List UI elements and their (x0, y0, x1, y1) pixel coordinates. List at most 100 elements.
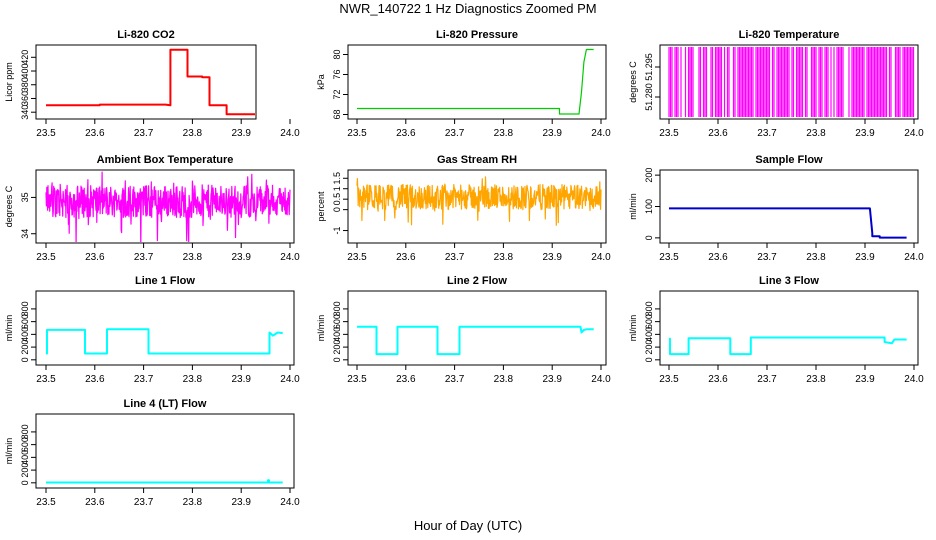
x-tick-label: 23.7 (134, 374, 154, 385)
y-tick-label: 400 (20, 64, 30, 79)
x-axis-label: Hour of Day (UTC) (413, 518, 523, 533)
x-tick-label: 24.0 (280, 497, 300, 508)
panel-title: Line 4 (LT) Flow (124, 398, 207, 410)
panel-title: Li-820 Pressure (436, 29, 518, 41)
panel-frame (347, 290, 607, 366)
x-tick-label: 23.6 (396, 252, 416, 263)
y-tick-label: 200 (644, 340, 654, 355)
x-tick-label: 24.0 (904, 252, 924, 263)
y-tick-label: 0 (332, 357, 342, 362)
y-tick-label: 100 (644, 199, 654, 214)
x-tick-label: 24.0 (280, 374, 300, 385)
panel-4: Ambient Box Temperature degrees C 23.5 23.6… (4, 154, 300, 263)
plot-area (46, 479, 283, 484)
y-tick-label: 72 (332, 89, 342, 99)
y-tick-label: 200 (332, 340, 342, 355)
x-tick-label: 23.6 (85, 252, 105, 263)
plot-area (669, 207, 907, 239)
y-tick-label: 0 (332, 207, 342, 212)
x-tick-label: 24.0 (591, 128, 611, 139)
y-tick-label: 400 (20, 327, 30, 342)
y-axis-label: degrees C (4, 185, 14, 227)
x-tick-label: 23.6 (708, 374, 728, 385)
panel-title: Gas Stream RH (437, 154, 517, 166)
panel-frame (347, 44, 607, 120)
x-tick-label: 23.7 (757, 128, 777, 139)
x-tick-label: 23.9 (542, 128, 562, 139)
x-tick-label: 23.5 (347, 252, 367, 263)
y-tick-label: 600 (20, 314, 30, 329)
series-line (357, 48, 594, 115)
panel-frame (35, 44, 257, 120)
x-tick-label: 23.9 (855, 128, 875, 139)
y-tick-label: 420 (20, 50, 30, 65)
x-tick-label: 23.9 (542, 374, 562, 385)
panel-6: Sample Flow ml/min 23.5 23.6 23.7 23.8 23.9 24.… (628, 154, 924, 263)
y-tick-label: 0 (20, 480, 30, 485)
x-tick-label: 23.6 (396, 128, 416, 139)
y-tick-label: 200 (20, 463, 30, 478)
x-tick-label: 23.5 (659, 128, 679, 139)
panel-8: Line 2 Flow ml/min 23.5 23.6 23.7 23.8 23.9 24.… (316, 275, 611, 385)
y-tick-label: -1 (332, 227, 342, 235)
x-tick-label: 24.0 (591, 374, 611, 385)
panel-7: Line 1 Flow ml/min 23.5 23.6 23.7 23.8 23.9 24.… (4, 275, 300, 385)
x-tick-label: 23.9 (542, 252, 562, 263)
series-line (46, 48, 255, 116)
series-line (45, 171, 291, 242)
x-tick-label: 23.6 (85, 128, 105, 139)
y-tick-label: 51.280 (644, 83, 654, 111)
panel-2: Li-820 Pressure kPa 23.5 23.6 23.7 23.8 23.9 24… (316, 29, 611, 139)
x-tick-label: 23.5 (347, 374, 367, 385)
x-tick-label: 23.6 (708, 128, 728, 139)
x-tick-label: 23.9 (231, 252, 251, 263)
y-tick-label: 1.5 (332, 172, 342, 185)
x-tick-label: 23.8 (183, 374, 203, 385)
x-tick-label: 23.7 (445, 128, 465, 139)
series-line (669, 336, 907, 356)
panel-title: Line 2 Flow (447, 275, 507, 287)
x-tick-label: 23.7 (445, 374, 465, 385)
x-tick-label: 23.8 (806, 374, 826, 385)
x-tick-label: 23.6 (708, 252, 728, 263)
y-tick-label: 0 (20, 357, 30, 362)
panel-5: Gas Stream RH percent 23.5 23.6 23.7 23.8 23.9… (316, 154, 611, 263)
panel-frame (347, 169, 607, 244)
figure-title: NWR_140722 1 Hz Diagnostics Zoomed PM (339, 1, 597, 16)
plot-area (357, 48, 594, 115)
x-tick-label: 24.0 (591, 252, 611, 263)
x-tick-label: 23.6 (85, 374, 105, 385)
y-tick-label: 800 (332, 301, 342, 316)
series-line (46, 479, 283, 484)
x-tick-label: 23.9 (855, 374, 875, 385)
y-tick-label: 340 (20, 105, 30, 120)
x-tick-label: 23.8 (183, 128, 203, 139)
x-tick-label: 23.6 (396, 374, 416, 385)
y-axis-label: Licor ppm (4, 62, 14, 102)
y-axis-label: degrees C (628, 61, 638, 103)
y-tick-label: 76 (332, 69, 342, 79)
panel-frame (35, 169, 295, 244)
y-axis-label: ml/min (628, 315, 638, 342)
x-tick-label: 23.9 (231, 128, 251, 139)
panel-title: Ambient Box Temperature (97, 154, 234, 166)
y-tick-label: 600 (20, 437, 30, 452)
plot-area (45, 171, 291, 242)
y-tick-label: 800 (20, 301, 30, 316)
y-tick-label: 200 (644, 168, 654, 183)
x-tick-label: 23.7 (757, 374, 777, 385)
y-tick-label: 400 (20, 450, 30, 465)
panel-frame (35, 413, 295, 489)
y-tick-label: 80 (332, 49, 342, 59)
panel-title: Sample Flow (755, 154, 823, 166)
x-tick-label: 24.0 (904, 128, 924, 139)
x-tick-label: 24.0 (904, 374, 924, 385)
x-tick-label: 24.0 (280, 252, 300, 263)
y-tick-label: 35 (20, 192, 30, 202)
x-tick-label: 23.8 (183, 252, 203, 263)
y-axis-label: ml/min (4, 315, 14, 342)
x-tick-label: 23.7 (134, 128, 154, 139)
x-tick-label: 23.8 (494, 128, 514, 139)
series-line (669, 207, 907, 239)
